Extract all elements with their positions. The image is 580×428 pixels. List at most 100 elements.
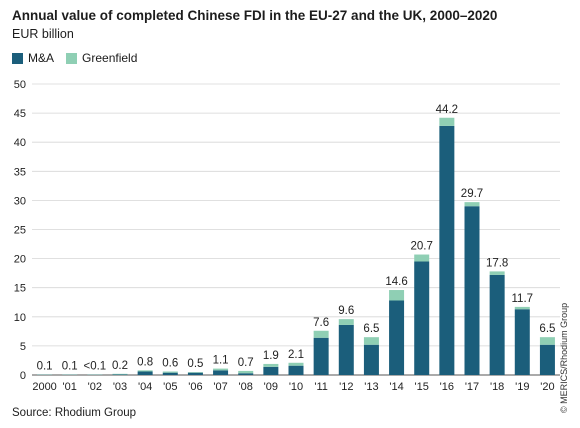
bar-segment-ma	[288, 365, 304, 375]
bar-total-label: 0.5	[187, 358, 203, 370]
bar-segment-greenfield	[539, 337, 555, 345]
x-tick-label: '06	[188, 381, 202, 393]
x-tick-label: '14	[389, 381, 403, 393]
bar-segment-greenfield	[288, 362, 304, 366]
bar-segment-ma	[137, 371, 153, 375]
bar-total-label: 6.5	[539, 323, 555, 335]
bar-total-label: 0.1	[37, 360, 53, 372]
y-tick-label: 30	[14, 195, 26, 207]
bar-segment-greenfield	[213, 368, 229, 371]
bar-segment-greenfield	[338, 319, 354, 325]
bar-total-label: 6.5	[363, 323, 379, 335]
legend-label-ma: M&A	[28, 51, 55, 65]
bar-segment-ma	[162, 372, 178, 375]
x-tick-label: '02	[88, 381, 102, 393]
bar-total-label: 0.6	[162, 358, 178, 370]
y-tick-label: 45	[14, 108, 26, 120]
bar-segment-ma	[363, 344, 379, 375]
x-tick-label: '07	[213, 381, 227, 393]
x-tick-label: '17	[465, 381, 479, 393]
legend-item-greenfield: Greenfield	[66, 51, 137, 65]
bar-total-label: 1.9	[263, 350, 279, 362]
bar-segment-greenfield	[313, 330, 329, 338]
x-tick-label: '04	[138, 381, 152, 393]
bar-segment-ma	[187, 372, 203, 375]
bar-segment-ma	[389, 300, 405, 375]
bar-total-label: 9.6	[338, 305, 354, 317]
x-tick-label: '15	[415, 381, 429, 393]
x-tick-label: '03	[113, 381, 127, 393]
y-tick-label: 5	[20, 341, 26, 353]
bar-segment-ma	[439, 125, 455, 376]
bar-total-label: 0.2	[112, 360, 128, 372]
x-tick-label: '12	[339, 381, 353, 393]
bar-segment-ma	[313, 337, 329, 375]
x-tick-label: '11	[314, 381, 328, 393]
x-tick-label: '16	[440, 381, 454, 393]
bar-segment-ma	[213, 370, 229, 375]
legend-item-ma: M&A	[12, 51, 54, 65]
chart-legend: M&A Greenfield	[12, 51, 149, 65]
bar-segment-greenfield	[414, 254, 430, 262]
bar-total-label: 7.6	[313, 317, 329, 329]
bar-segment-ma	[338, 324, 354, 375]
x-tick-label: '20	[540, 381, 554, 393]
bar-total-label: 44.2	[436, 104, 458, 116]
bar-segment-greenfield	[162, 371, 178, 373]
bar-segment-greenfield	[514, 306, 530, 310]
x-tick-label: '10	[289, 381, 303, 393]
y-tick-label: 0	[20, 370, 26, 382]
bar-total-label: 2.1	[288, 349, 304, 361]
bar-segment-ma	[112, 374, 128, 375]
bar-segment-greenfield	[238, 370, 254, 374]
bar-segment-ma	[464, 206, 480, 375]
y-tick-label: 25	[14, 225, 26, 237]
bar-segment-greenfield	[439, 117, 455, 126]
x-tick-label: '09	[264, 381, 278, 393]
bar-total-label: 1.1	[213, 355, 229, 367]
bar-segment-greenfield	[363, 337, 379, 345]
bar-total-label: 20.7	[411, 241, 433, 253]
y-tick-label: 40	[14, 137, 26, 149]
bar-segment-greenfield	[112, 373, 128, 375]
bar-segment-ma	[238, 373, 254, 375]
bar-segment-greenfield	[137, 370, 153, 372]
x-tick-label: 2000	[32, 381, 56, 393]
source-note: Source: Rhodium Group	[12, 407, 137, 419]
bar-total-label: 29.7	[461, 188, 483, 200]
y-tick-label: 50	[14, 79, 26, 91]
copyright-note: © MERICS/Rhodium Group	[559, 302, 569, 413]
x-tick-label: '08	[239, 381, 253, 393]
chart-subtitle: EUR billion	[12, 27, 74, 41]
y-tick-label: 10	[14, 312, 26, 324]
bar-segment-greenfield	[187, 372, 203, 373]
chart-title: Annual value of completed Chinese FDI in…	[12, 8, 498, 23]
bar-total-label: 14.6	[385, 276, 407, 288]
x-tick-label: '19	[515, 381, 529, 393]
bar-total-label: 0.7	[238, 357, 254, 369]
x-tick-label: '13	[364, 381, 378, 393]
bar-total-label: 11.7	[512, 293, 534, 305]
bar-segment-greenfield	[489, 271, 505, 275]
legend-label-greenfield: Greenfield	[82, 51, 138, 65]
x-tick-label: '01	[63, 381, 77, 393]
x-tick-label: '18	[490, 381, 504, 393]
legend-swatch-ma	[12, 52, 23, 64]
bar-total-label: 17.8	[486, 257, 508, 269]
bar-total-label: 0.1	[62, 360, 78, 372]
y-tick-label: 15	[14, 283, 26, 295]
x-tick-label: '05	[163, 381, 177, 393]
bar-segment-greenfield	[464, 202, 480, 207]
y-tick-label: 20	[14, 254, 26, 266]
bar-segment-ma	[263, 366, 279, 375]
bar-total-label: 0.8	[137, 356, 153, 368]
bar-segment-ma	[489, 274, 505, 375]
bar-total-label: <0.1	[84, 360, 107, 372]
y-tick-label: 35	[14, 166, 26, 178]
bar-segment-ma	[414, 261, 430, 375]
bar-segment-greenfield	[263, 363, 279, 367]
bar-segment-ma	[514, 309, 530, 375]
bar-segment-greenfield	[389, 290, 405, 301]
bar-segment-ma	[539, 344, 555, 375]
